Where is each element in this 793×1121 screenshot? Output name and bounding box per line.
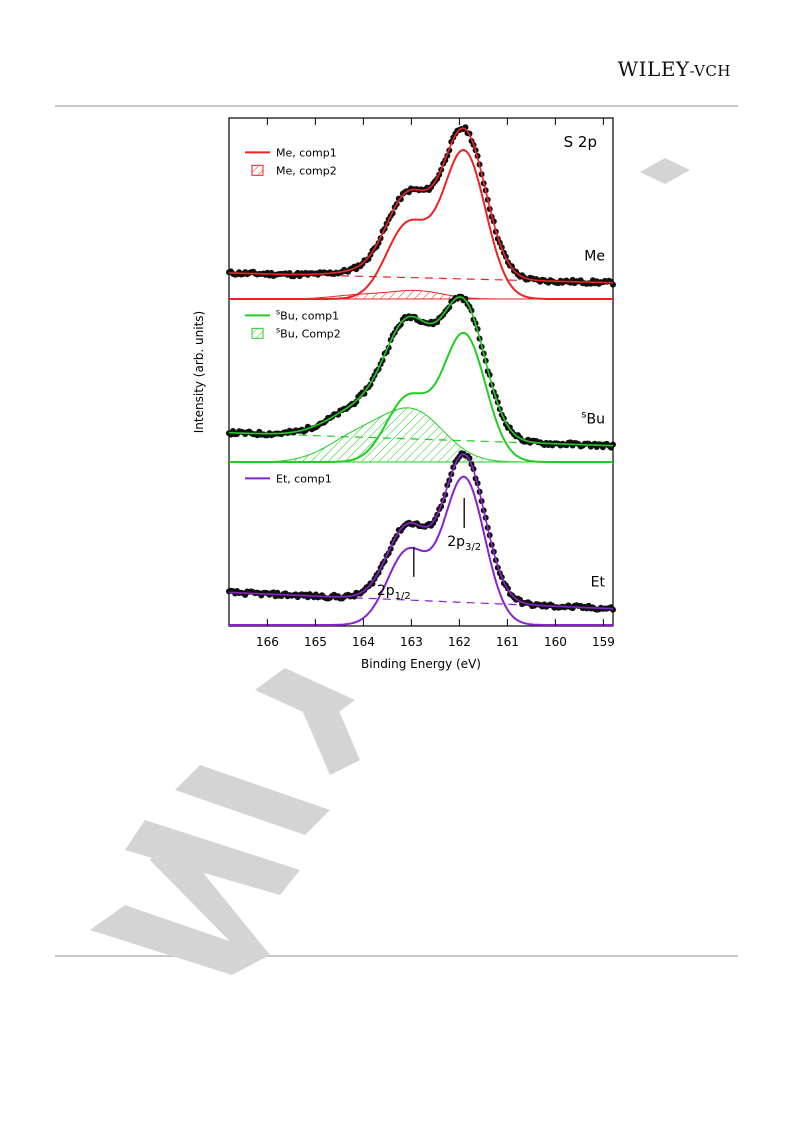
footer-rule	[55, 955, 738, 957]
x-tick-label: 162	[448, 635, 471, 649]
x-tick-label: 166	[256, 635, 279, 649]
publisher-logo-main: WILEY	[617, 57, 690, 81]
x-tick-label: 163	[400, 635, 423, 649]
panel-label-super: s	[581, 409, 586, 420]
panel-label: Et	[591, 574, 606, 590]
header-rule	[55, 105, 738, 107]
publisher-logo-suffix: -VCH	[689, 62, 731, 80]
data-point	[369, 580, 376, 587]
peak-annotation-base: 2p	[377, 583, 395, 599]
legend-entry: sBu, comp1	[276, 307, 339, 322]
legend-entry-super: s	[276, 307, 280, 316]
legend-hatch-marker	[251, 327, 264, 339]
axes-layer: 166 165 164 163 162 161 160 159	[256, 118, 615, 649]
panel-label: sBu	[581, 409, 605, 427]
legend-entry: Me, comp1	[276, 146, 337, 159]
legend-hatch-marker	[251, 164, 264, 176]
data-point	[462, 295, 469, 302]
watermark-letter-w-3	[125, 820, 300, 895]
watermark-letter-w-1	[90, 905, 270, 975]
data-point	[610, 441, 616, 448]
legend-entry: Me, comp2	[276, 164, 337, 177]
data-point	[361, 390, 368, 397]
watermark-fragment	[640, 158, 690, 184]
envelope-fit-line	[228, 453, 613, 610]
x-tick-label: 160	[544, 635, 567, 649]
legend-entry: sBu, Comp2	[276, 325, 341, 340]
legend-entry: Et, comp1	[276, 472, 332, 485]
peak-annotation-sub: 3/2	[465, 542, 481, 553]
x-tick-label: 161	[496, 635, 519, 649]
watermark-letter-l-2	[300, 690, 360, 775]
legend-entry-text: Et, comp1	[276, 472, 332, 485]
panel-et: Et, comp1 Et	[226, 450, 616, 626]
peak-annotation: 2p3/2	[447, 534, 481, 553]
legend-entry-text: Me, comp1	[276, 146, 337, 159]
x-tick-label: 164	[352, 635, 375, 649]
panel-label-text: Et	[591, 574, 606, 590]
peak-annotation-base: 2p	[447, 534, 465, 550]
chart-title: S 2p	[564, 133, 597, 151]
y-axis-label: Intensity (arb. units)	[192, 311, 206, 433]
x-axis-label: Binding Energy (eV)	[361, 657, 481, 671]
plot-frame	[228, 117, 614, 627]
data-point	[610, 606, 616, 613]
x-tick-label: 159	[592, 635, 615, 649]
panel-me: Me, comp1 Me, comp2 Me	[226, 124, 616, 300]
legend-entry-text: Me, comp2	[276, 164, 337, 177]
legend-entry-text: Bu, comp1	[280, 309, 339, 322]
envelope-fit-line	[229, 127, 613, 284]
envelope-fit-line	[229, 296, 613, 447]
legend-entry-text: Bu, Comp2	[280, 327, 341, 340]
legend-entry-super: s	[276, 325, 280, 334]
panel-label-text: Bu	[587, 411, 605, 427]
x-tick-label: 165	[304, 635, 327, 649]
component-comp1-line	[229, 475, 613, 626]
peak-annotation-sub: 1/2	[395, 591, 411, 602]
component-comp2-hatch	[229, 289, 613, 300]
component-comp2-hatch	[229, 407, 613, 463]
peak-annotation: 2p1/2	[377, 583, 411, 602]
panel-label-text: Me	[584, 248, 605, 264]
panel-label: Me	[584, 248, 605, 264]
publisher-logo: WILEY-VCH	[618, 57, 731, 81]
watermark-letter-i	[175, 765, 330, 835]
